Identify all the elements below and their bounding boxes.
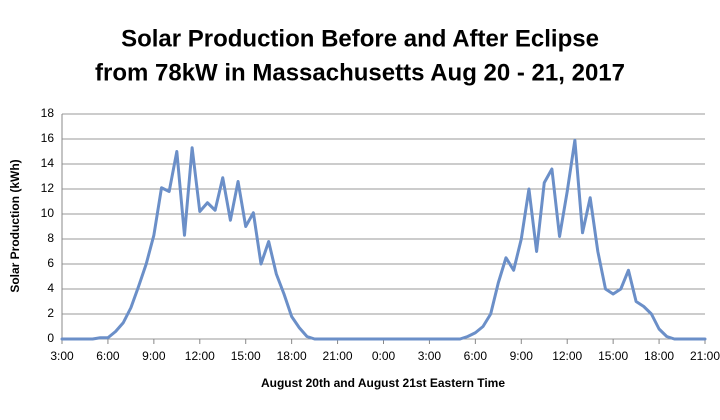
x-tick-label: 12:00 — [552, 349, 582, 363]
x-tick-label: 12:00 — [185, 349, 215, 363]
x-tick-label: 3:00 — [50, 349, 74, 363]
x-tick-label: 3:00 — [418, 349, 442, 363]
y-tick-label: 16 — [41, 131, 55, 145]
y-tick-label: 12 — [41, 181, 55, 195]
chart-title: from 78kW in Massachusetts Aug 20 - 21, … — [95, 59, 625, 86]
x-tick-label: 18:00 — [644, 349, 674, 363]
x-tick-label: 9:00 — [142, 349, 166, 363]
y-tick-label: 10 — [41, 206, 55, 220]
y-axis-title: Solar Production (kWh) — [8, 159, 22, 292]
x-tick-label: 6:00 — [464, 349, 488, 363]
x-tick-label: 18:00 — [277, 349, 307, 363]
chart-title: Solar Production Before and After Eclips… — [121, 25, 599, 52]
x-tick-label: 6:00 — [96, 349, 120, 363]
x-tick-label: 21:00 — [690, 349, 720, 363]
x-tick-label: 0:00 — [372, 349, 396, 363]
y-tick-label: 18 — [41, 106, 55, 120]
x-axis-title: August 20th and August 21st Eastern Time — [261, 376, 505, 390]
y-tick-label: 14 — [41, 156, 55, 170]
x-tick-label: 9:00 — [510, 349, 534, 363]
y-tick-label: 2 — [47, 306, 54, 320]
x-tick-label: 15:00 — [231, 349, 261, 363]
data-line — [60, 138, 707, 341]
x-tick-label: 21:00 — [323, 349, 353, 363]
y-tick-label: 4 — [47, 281, 54, 295]
x-tick-label: 15:00 — [598, 349, 628, 363]
y-tick-label: 8 — [47, 231, 54, 245]
y-tick-label: 0 — [47, 331, 54, 345]
y-tick-label: 6 — [47, 256, 54, 270]
